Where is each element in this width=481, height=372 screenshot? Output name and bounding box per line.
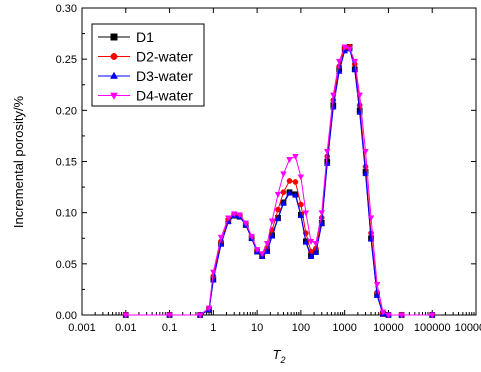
data-point (205, 305, 213, 312)
data-point (275, 206, 281, 213)
data-point (286, 189, 293, 196)
data-point (362, 148, 369, 155)
data-point (428, 312, 436, 319)
data-point (110, 71, 118, 79)
data-point (286, 178, 293, 184)
data-point (356, 92, 363, 99)
data-point (302, 238, 310, 245)
y-tick-label: 0.00 (56, 310, 77, 322)
data-point (248, 233, 255, 240)
legend-label: D3-water (136, 68, 193, 84)
data-point (166, 312, 173, 319)
x-tick-label: 0.001 (68, 322, 96, 334)
data-point (122, 312, 130, 319)
series-d4-water (122, 44, 436, 319)
data-point (312, 241, 320, 248)
data-point (318, 220, 326, 227)
data-point (373, 291, 381, 298)
x-tick-label: 1000000 (455, 322, 481, 334)
data-point (280, 171, 287, 178)
x-tick-label: 0.01 (115, 322, 136, 334)
data-point (286, 157, 293, 164)
data-point (346, 46, 353, 53)
x-tick-label: 1 (210, 322, 216, 334)
data-point (307, 253, 315, 259)
legend-entry: D2-water (98, 49, 193, 65)
data-point (292, 154, 299, 161)
series-layer (122, 44, 436, 319)
data-point (242, 220, 250, 227)
axis-ticks: 0.001 0.01 0.1 1 10 100 1000 10000 100000 1000000… (56, 3, 481, 334)
legend-label: D1 (136, 29, 154, 45)
x-tick-label: 1000 (332, 322, 356, 334)
data-point (341, 44, 348, 51)
legend-entry: D4-water (98, 88, 193, 104)
y-tick-label: 0.15 (56, 157, 77, 169)
y-axis-label: Incremental porosity/% (11, 95, 26, 228)
data-point (217, 234, 225, 241)
data-point (373, 281, 381, 288)
x-tick-label: 100000 (414, 322, 451, 334)
data-point (263, 247, 271, 254)
data-point (274, 215, 282, 222)
data-point (110, 53, 118, 60)
data-point (230, 211, 238, 218)
legend-entry: D1 (98, 29, 154, 45)
data-point (292, 191, 299, 198)
y-tick-label: 0.30 (56, 3, 77, 15)
data-point (297, 212, 305, 219)
y-tick-label: 0.05 (56, 259, 77, 271)
data-point (210, 269, 217, 276)
data-point (280, 199, 287, 206)
data-point (330, 92, 337, 99)
data-point (225, 215, 232, 222)
data-point (312, 248, 320, 255)
data-point (367, 215, 375, 222)
legend: D1 D2-water D3-water D4-water (91, 23, 205, 107)
data-point (323, 148, 331, 155)
x-axis-label-sub: 2 (279, 355, 285, 365)
data-point (351, 58, 359, 65)
legend-entry: D3-water (98, 68, 193, 84)
data-point (302, 210, 310, 217)
data-point (318, 210, 326, 217)
data-point (335, 58, 343, 65)
data-point (307, 238, 315, 245)
legend-label: D2-water (136, 49, 193, 65)
data-point (263, 241, 271, 248)
data-point (379, 309, 387, 316)
data-point (196, 312, 204, 319)
data-point (253, 247, 261, 254)
legend-label: D4-water (136, 88, 193, 104)
data-point (292, 179, 299, 185)
x-tick-label: 10000 (373, 322, 404, 334)
data-point (110, 33, 118, 41)
x-axis-label: T2 (273, 347, 286, 365)
x-tick-label: 0.1 (162, 322, 177, 334)
data-point (236, 212, 243, 219)
y-tick-label: 0.25 (56, 54, 77, 66)
data-point (385, 312, 392, 319)
data-point (110, 92, 118, 100)
y-tick-label: 0.10 (56, 208, 77, 220)
data-point (268, 218, 276, 225)
y-tick-label: 0.20 (56, 105, 77, 117)
data-point (268, 232, 276, 239)
x-tick-label: 10 (251, 322, 263, 334)
data-point (356, 102, 363, 109)
x-axis-label-main: T (273, 347, 282, 362)
data-point (298, 201, 304, 208)
data-point (280, 189, 287, 196)
data-point (297, 174, 305, 181)
data-point (398, 312, 405, 319)
data-point (274, 191, 282, 198)
data-point (258, 251, 266, 258)
x-tick-label: 100 (292, 322, 310, 334)
